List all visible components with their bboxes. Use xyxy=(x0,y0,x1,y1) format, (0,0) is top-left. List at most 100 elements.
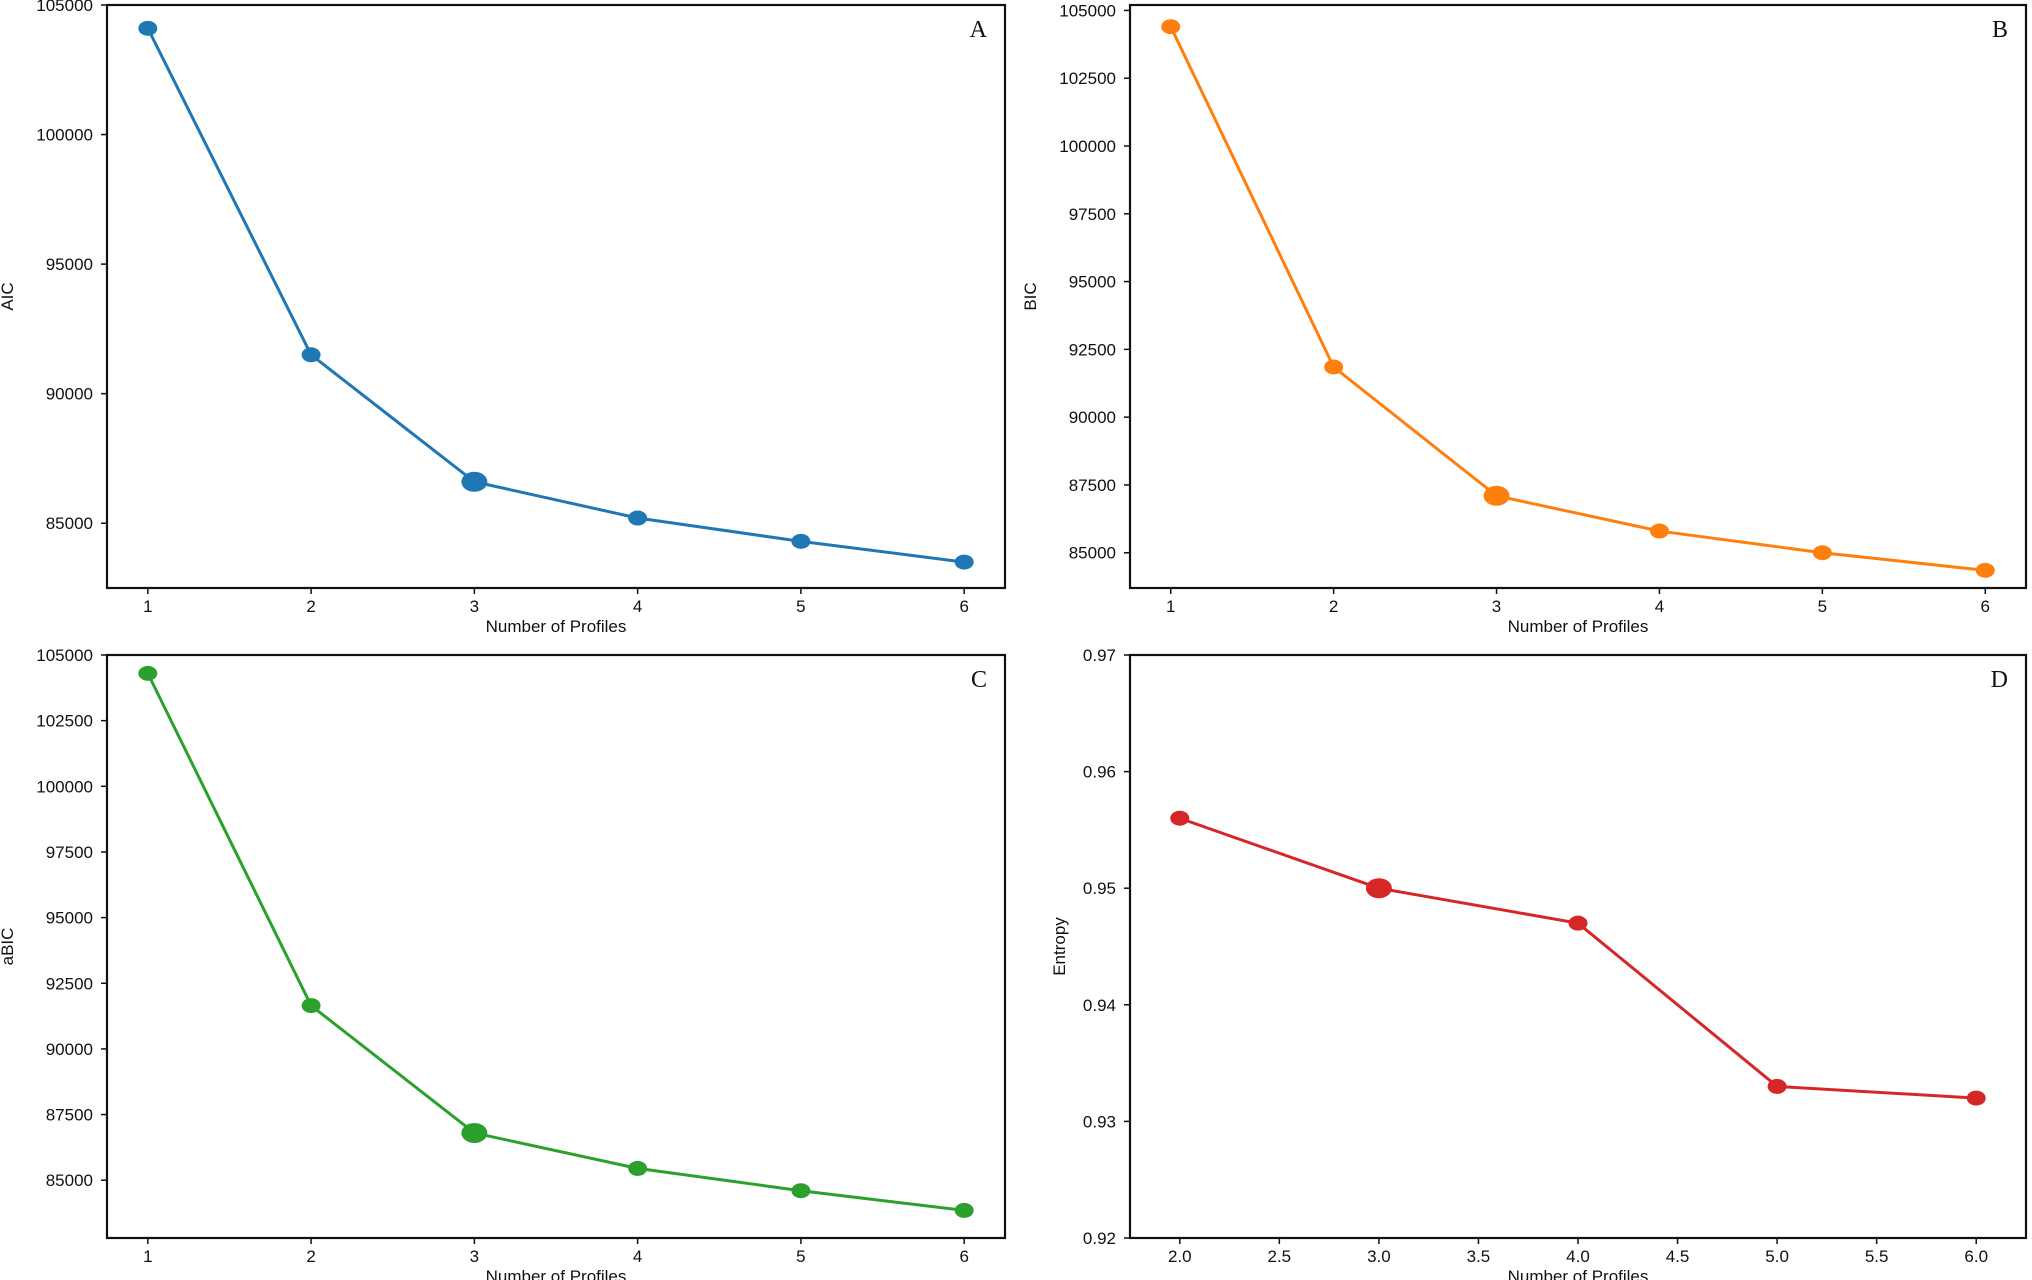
data-point-highlight xyxy=(461,471,488,492)
plot-frame-c xyxy=(105,653,1007,1240)
plot-frame-d xyxy=(1128,653,2028,1240)
data-point xyxy=(1975,562,1995,578)
y-tick-label: 0.95 xyxy=(1083,879,1116,898)
panel-letter: C xyxy=(971,667,987,693)
x-tick-label: 2 xyxy=(1329,597,1338,616)
data-point xyxy=(628,1160,648,1176)
x-tick-label: 6.0 xyxy=(1964,1247,1988,1266)
panel-a: 1 2 3 4 5 6 85000 90000 95000 100000 105000 Number … xyxy=(0,0,1007,636)
y-tick-label: 0.96 xyxy=(1083,763,1116,782)
x-tick-label: 3.0 xyxy=(1367,1247,1391,1266)
x-tick-label: 5 xyxy=(796,597,805,616)
data-point-highlight xyxy=(1483,485,1510,506)
plot-frame-b xyxy=(1128,3,2028,590)
x-tick-label: 1 xyxy=(1166,597,1175,616)
series-line xyxy=(146,672,965,1212)
y-tick-label: 0.94 xyxy=(1083,996,1116,1015)
x-tick-label: 6 xyxy=(959,1247,968,1266)
x-tick-label: 6 xyxy=(1981,597,1990,616)
y-tick-label: 92500 xyxy=(46,974,93,993)
data-point xyxy=(1170,810,1190,826)
x-axis-label: Number of Profiles xyxy=(1508,1267,1649,1280)
data-point xyxy=(1568,915,1588,931)
y-tick-label: 85000 xyxy=(46,1171,93,1190)
data-point-highlight xyxy=(1365,878,1392,899)
x-tick-label: 5 xyxy=(796,1247,805,1266)
plot-frame-a xyxy=(105,3,1007,590)
data-point xyxy=(1161,19,1181,35)
y-tick-label: 85000 xyxy=(46,514,93,533)
y-tick-label: 95000 xyxy=(46,909,93,928)
y-tick-label: 95000 xyxy=(46,255,93,274)
y-tick-label: 87500 xyxy=(1069,476,1116,495)
x-tick-label: 3 xyxy=(1492,597,1501,616)
y-tick-label: 105000 xyxy=(36,646,93,665)
x-axis-label: Number of Profiles xyxy=(1508,617,1649,636)
x-tick-label: 1 xyxy=(143,597,152,616)
x-tick-label: 2.5 xyxy=(1268,1247,1292,1266)
x-axis-label: Number of Profiles xyxy=(486,617,627,636)
y-axis-label: Entropy xyxy=(1050,917,1069,976)
y-tick-label: 90000 xyxy=(46,1040,93,1059)
x-tick-label: 6 xyxy=(959,597,968,616)
y-tick-label: 0.93 xyxy=(1083,1112,1116,1131)
x-tick-label: 4.5 xyxy=(1666,1247,1690,1266)
y-tick-label: 102500 xyxy=(1059,69,1116,88)
data-point xyxy=(138,20,158,36)
x-tick-label: 2 xyxy=(306,597,315,616)
data-point xyxy=(954,554,974,570)
x-axis-label: Number of Profiles xyxy=(486,1267,627,1280)
data-point xyxy=(1649,523,1669,539)
data-point xyxy=(1966,1090,1986,1106)
x-tick-label: 3 xyxy=(470,1247,479,1266)
y-tick-label: 105000 xyxy=(1059,1,1116,20)
series-line xyxy=(1169,26,1986,572)
y-tick-label: 85000 xyxy=(1069,544,1116,563)
data-point xyxy=(1767,1078,1787,1094)
y-tick-label: 97500 xyxy=(46,843,93,862)
y-tick-label: 105000 xyxy=(36,0,93,15)
data-point-highlight xyxy=(461,1122,488,1143)
y-tick-label: 87500 xyxy=(46,1106,93,1125)
x-tick-label: 2 xyxy=(306,1247,315,1266)
data-point xyxy=(301,998,321,1014)
y-axis-label: AIC xyxy=(0,282,17,310)
x-tick-label: 5 xyxy=(1818,597,1827,616)
y-tick-label: 92500 xyxy=(1069,340,1116,359)
x-tick-label: 5.0 xyxy=(1765,1247,1789,1266)
y-tick-label: 100000 xyxy=(36,126,93,145)
x-tick-label: 3.5 xyxy=(1467,1247,1491,1266)
panel-letter: B xyxy=(1992,17,2008,43)
x-tick-label: 5.5 xyxy=(1865,1247,1889,1266)
data-point xyxy=(301,347,321,363)
x-tick-label: 4 xyxy=(1655,597,1664,616)
data-point xyxy=(791,1183,811,1199)
y-axis-label: aBIC xyxy=(0,928,17,966)
x-tick-label: 4.0 xyxy=(1566,1247,1590,1266)
x-tick-label: 4 xyxy=(633,1247,642,1266)
data-point xyxy=(1324,359,1344,375)
x-tick-label: 2.0 xyxy=(1168,1247,1192,1266)
y-tick-label: 95000 xyxy=(1069,273,1116,292)
panel-letter: D xyxy=(1991,667,2008,693)
data-point xyxy=(954,1202,974,1218)
panel-letter: A xyxy=(970,17,988,43)
data-point xyxy=(791,533,811,549)
y-tick-label: 100000 xyxy=(1059,137,1116,156)
panel-d: 2.0 2.5 3.0 3.5 4.0 4.5 5.0 5.5 6.0 0.92 0.93 0.94 0… xyxy=(1050,646,2028,1280)
series-line xyxy=(1179,816,1977,1100)
y-tick-label: 0.97 xyxy=(1083,646,1116,665)
series-line xyxy=(146,27,965,564)
x-tick-label: 3 xyxy=(470,597,479,616)
y-axis-label: BIC xyxy=(1021,282,1040,310)
data-point xyxy=(138,665,158,681)
y-tick-label: 97500 xyxy=(1069,205,1116,224)
y-tick-label: 100000 xyxy=(36,777,93,796)
panel-b: 1 2 3 4 5 6 85000 87500 90000 92500 95000 97500 1000… xyxy=(1021,1,2028,636)
x-tick-label: 4 xyxy=(633,597,642,616)
y-tick-label: 90000 xyxy=(46,385,93,404)
data-point xyxy=(628,510,648,526)
y-tick-label: 0.92 xyxy=(1083,1229,1116,1248)
y-tick-label: 102500 xyxy=(36,712,93,731)
